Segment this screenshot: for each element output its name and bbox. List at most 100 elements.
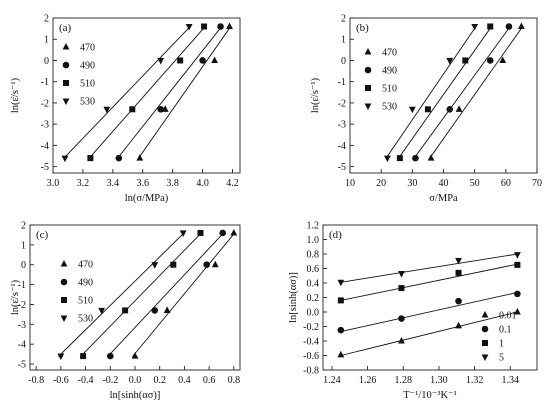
data-point [115, 154, 123, 162]
chart-panel-1: 3.0 3.2 3.4 3.6 3.8 4.0 4.2 -5 -4 -3 -2 -1 0 1 2 ln(σ/M… [10, 14, 241, 204]
legend-marker [60, 260, 68, 267]
panel-tag: (a) [59, 22, 72, 34]
legend-label: 1 [499, 339, 504, 350]
data-point [513, 308, 521, 315]
x-tick-label: 0.2 [153, 375, 166, 386]
y-tick-label: 0.8 [307, 250, 320, 261]
data-point [471, 23, 479, 31]
x-tick-label: 3.2 [77, 178, 90, 189]
series-0.1 [337, 290, 521, 334]
fit-line [58, 232, 185, 357]
data-point [514, 290, 521, 298]
data-point [197, 229, 204, 236]
y-tick-label: 1 [44, 35, 49, 46]
series-510 [396, 23, 494, 162]
series-470 [131, 228, 238, 359]
fit-line [63, 25, 191, 159]
x-tick-label: -0.2 [102, 375, 118, 386]
fit-line [80, 232, 203, 357]
data-point [518, 22, 525, 30]
panel-tag: (c) [36, 229, 49, 241]
data-point [219, 229, 227, 237]
data-point [427, 154, 435, 161]
legend-marker [63, 80, 69, 86]
data-point [446, 106, 454, 113]
fit-line [132, 232, 236, 357]
chart-panel-2: 10 20 30 40 50 60 70 -5 -4 -3 -2 -1 0 1 2 σ/MPa ln(ε̇/s⁻… [310, 14, 542, 205]
data-point [179, 230, 187, 237]
data-point [122, 307, 129, 314]
data-point [455, 297, 462, 305]
legend-marker [481, 325, 489, 333]
legend-marker [482, 340, 488, 346]
y-tick-label: -3 [18, 320, 26, 331]
data-point [226, 22, 233, 30]
series-490 [115, 23, 224, 162]
fit-line [429, 25, 524, 159]
data-point [446, 57, 454, 65]
y-tick-label: 0 [341, 56, 346, 67]
y-tick-label: 1.0 [307, 235, 320, 246]
series-510 [87, 23, 208, 162]
legend-label: 530 [80, 97, 95, 108]
x-axis-label: σ/MPa [429, 193, 458, 204]
legend-marker [62, 61, 70, 69]
data-point [455, 269, 462, 276]
series-470 [136, 22, 233, 161]
data-point [157, 106, 165, 113]
x-tick-label: 20 [376, 178, 386, 189]
data-point [157, 57, 165, 65]
data-point [211, 56, 218, 64]
x-tick-label: 1.32 [466, 375, 484, 386]
fit-line [137, 25, 232, 159]
legend-marker [364, 66, 372, 74]
fit-line [413, 25, 511, 159]
data-point [87, 155, 94, 162]
fit-line [385, 25, 477, 159]
data-point [177, 57, 184, 64]
y-tick-label: -2 [41, 98, 49, 109]
y-tick-label: -5 [18, 360, 26, 371]
y-tick-label: 1.2 [307, 221, 320, 232]
y-tick-label: 0 [21, 260, 26, 271]
x-tick-label: 10 [345, 178, 355, 189]
data-point [337, 326, 345, 334]
x-tick-label: -0.4 [78, 375, 94, 386]
legend-marker [60, 278, 68, 286]
legend-label: 530 [78, 314, 93, 325]
data-point [131, 352, 139, 359]
x-tick-label: 3.4 [107, 178, 120, 189]
data-point [211, 260, 219, 268]
x-tick-label: 3.8 [166, 178, 179, 189]
fit-line [340, 263, 518, 301]
data-point [61, 155, 69, 163]
y-tick-label: 1 [341, 35, 346, 46]
data-point [337, 279, 345, 287]
legend-label: 0.1 [499, 325, 512, 336]
series-510 [80, 229, 204, 360]
x-tick-label: 50 [470, 178, 480, 189]
y-tick-label: 2 [341, 14, 346, 25]
y-tick-label: 2 [21, 221, 26, 232]
legend-label: 510 [80, 79, 95, 90]
data-point [412, 154, 419, 162]
data-point [408, 106, 416, 114]
data-point [151, 262, 159, 269]
plot-frame [349, 17, 538, 174]
y-tick-label: -0.2 [303, 322, 319, 333]
fit-line [116, 25, 223, 159]
y-tick-label: -2 [338, 98, 346, 109]
y-tick-label: 0.6 [307, 264, 320, 275]
x-tick-label: 1.24 [323, 375, 341, 386]
data-point [203, 261, 210, 269]
series-1 [337, 261, 521, 304]
legend-marker [61, 297, 67, 303]
data-point [136, 154, 144, 161]
x-tick-label: 60 [501, 178, 511, 189]
legend-label: 510 [382, 84, 397, 95]
legend-marker [62, 98, 70, 105]
data-point [103, 106, 111, 114]
series-470 [427, 22, 525, 161]
data-point [398, 285, 405, 292]
x-tick-label: 3.6 [137, 178, 150, 189]
